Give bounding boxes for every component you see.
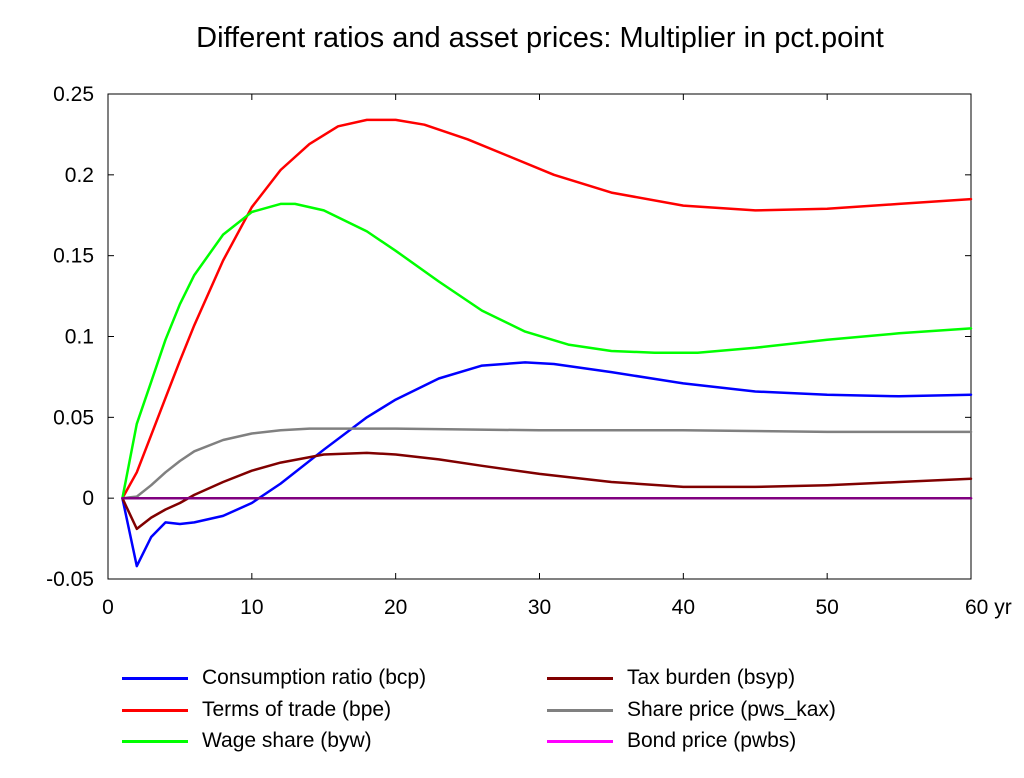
x-tick-label: 60 yr — [965, 596, 1012, 619]
legend-item-wage-share: Wage share (byw) — [122, 728, 372, 754]
series-lines — [121, 118, 973, 568]
chart-title: Different ratios and asset prices: Multi… — [196, 22, 884, 54]
y-tick-label: 0.25 — [53, 83, 94, 106]
y-tick-label: 0.05 — [53, 406, 94, 429]
x-tick-label: 40 — [672, 596, 695, 619]
y-tick-label: -0.05 — [46, 568, 94, 591]
legend-label: Wage share (byw) — [202, 729, 372, 752]
legend-label: Tax burden (bsyp) — [627, 666, 796, 689]
legend-swatch — [122, 739, 188, 743]
x-tick-label: 50 — [815, 596, 838, 619]
legend-item-tax-burden: Tax burden (bsyp) — [547, 665, 795, 691]
y-tick-label: 0.1 — [65, 326, 94, 349]
legend-swatch — [122, 676, 188, 680]
legend-label: Terms of trade (bpe) — [202, 698, 392, 721]
y-tick-label: 0 — [82, 487, 94, 510]
axis-tick-labels: -0.05 0 0.05 0.1 0.15 0.2 0.25 0 10 20 30 40 50 60 yr — [46, 83, 1012, 619]
legend-item-bond-price: Bond price (pwbs) — [547, 728, 796, 754]
series-line-3 — [121, 451, 973, 531]
legend-label: Share price (pws_kax) — [627, 698, 836, 721]
x-tick-label: 20 — [384, 596, 407, 619]
series-line-2 — [121, 202, 973, 500]
legend-swatch — [122, 708, 188, 712]
y-tick-label: 0.2 — [65, 164, 94, 187]
legend-label: Consumption ratio (bcp) — [202, 666, 427, 689]
x-tick-label: 30 — [528, 596, 551, 619]
series-line-1 — [121, 118, 973, 500]
legend-item-terms-of-trade: Terms of trade (bpe) — [122, 697, 391, 723]
legend-item-share-price: Share price (pws_kax) — [547, 697, 836, 723]
legend-swatch — [547, 739, 613, 743]
legend-label: Bond price (pwbs) — [627, 729, 797, 752]
legend-item-consumption-ratio: Consumption ratio (bcp) — [122, 665, 426, 691]
series-line-4 — [121, 427, 973, 500]
x-tick-label: 10 — [240, 596, 263, 619]
series-line-0 — [121, 361, 973, 568]
legend-swatch — [547, 708, 613, 712]
y-tick-label: 0.15 — [53, 245, 94, 268]
x-tick-label: 0 — [102, 596, 114, 619]
legend-swatch — [547, 676, 613, 680]
